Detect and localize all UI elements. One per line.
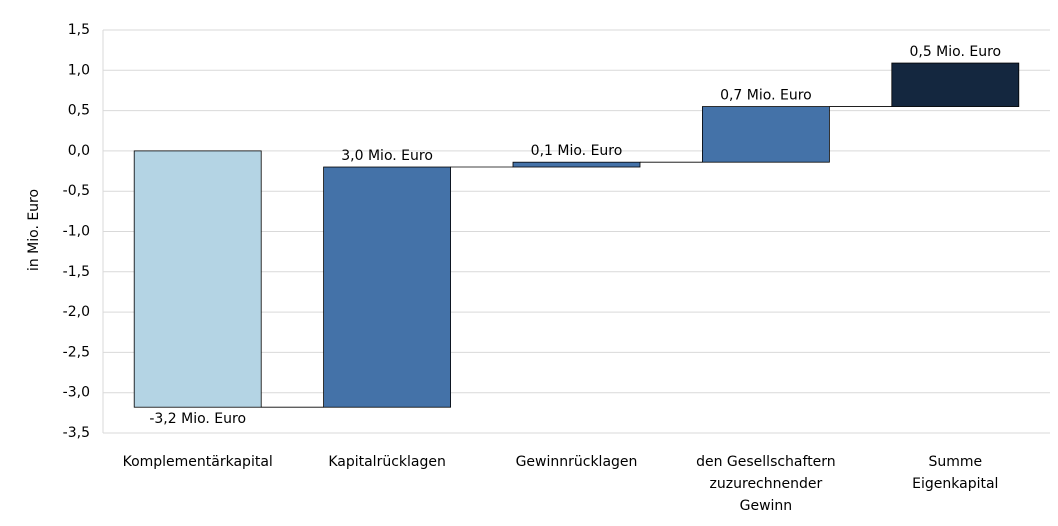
y-tick-label: -2,5 (63, 344, 90, 360)
y-tick-label: -2,0 (63, 304, 90, 320)
x-tick-label: Komplementärkapital (123, 454, 273, 470)
y-tick-label: 1,5 (68, 22, 90, 38)
y-tick-label: 0,5 (68, 103, 90, 119)
x-tick-label: den Gesellschaftern zuzurechnender Gewinn (696, 454, 836, 514)
data-label: -3,2 Mio. Euro (149, 411, 246, 427)
data-label: 0,5 Mio. Euro (909, 44, 1001, 60)
y-tick-label: -1,5 (63, 264, 90, 280)
bar (512, 161, 641, 168)
y-tick-label: -0,5 (63, 183, 90, 199)
bar (323, 166, 452, 408)
y-tick-label: 1,0 (68, 62, 90, 78)
bar (133, 150, 262, 408)
y-tick-label: 0,0 (68, 143, 90, 159)
x-tick-label: Gewinnrücklagen (516, 454, 638, 470)
data-label: 0,7 Mio. Euro (720, 88, 812, 104)
bar (702, 106, 830, 163)
y-tick-label: -1,0 (63, 224, 90, 240)
y-tick-label: -3,5 (63, 425, 90, 441)
data-label: 3,0 Mio. Euro (341, 148, 433, 164)
data-label: 0,1 Mio. Euro (531, 143, 623, 159)
bar (891, 62, 1020, 107)
y-tick-label: -3,0 (63, 385, 90, 401)
x-tick-label: Kapitalrücklagen (328, 454, 446, 470)
x-tick-label: Summe Eigenkapital (912, 454, 998, 492)
y-axis-label: in Mio. Euro (26, 189, 42, 271)
